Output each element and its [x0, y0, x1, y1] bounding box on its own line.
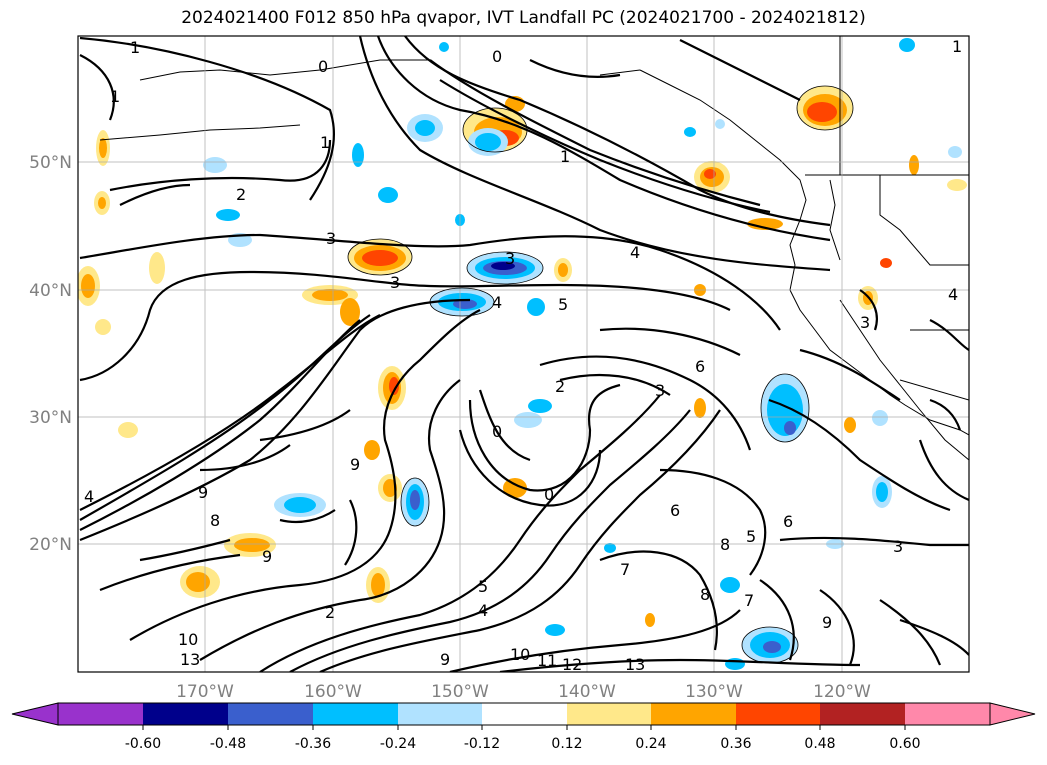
map-title: 2024021400 F012 850 hPa qvapor, IVT Land…	[181, 8, 866, 28]
lat-label: 50°N	[29, 153, 72, 173]
contour-labels: 1 1 0 0 1 1 2 3 3 3 4 4 5 2 3 0 0 9 9 8 …	[84, 37, 962, 674]
contour-label: 0	[318, 57, 328, 76]
colorbar-tick-label: -0.48	[210, 736, 246, 752]
contour-label: 5	[478, 577, 488, 596]
contour-label: 1	[320, 133, 330, 152]
colorbar-extend-low	[11, 702, 59, 726]
colorbar-extend-high	[989, 702, 1036, 726]
contour-label: 9	[198, 483, 208, 502]
lon-label: 170°W	[176, 682, 234, 702]
contour-label: 1	[952, 37, 962, 56]
contour-label: 3	[326, 229, 336, 248]
colorbar-outline	[57, 702, 991, 726]
contour-label: 2	[325, 603, 335, 622]
contour-label: 10	[178, 630, 198, 649]
colorbar-segment	[313, 703, 398, 725]
contour-label: 0	[492, 47, 502, 66]
colorbar-tick-label: 0.12	[551, 736, 582, 752]
colorbar-tick-label: -0.36	[295, 736, 331, 752]
contour-label: 7	[620, 560, 630, 579]
contour-label: 3	[655, 381, 665, 400]
contour-label: 0	[544, 485, 554, 504]
contour-label: 6	[783, 512, 793, 531]
contour-label: 9	[440, 650, 450, 669]
colorbar-ticks	[142, 725, 906, 730]
longitude-labels: 170°W 160°W 150°W 140°W 130°W 120°W	[176, 682, 871, 702]
contour-label: 4	[492, 293, 502, 312]
lat-label: 20°N	[29, 535, 72, 555]
map-area	[78, 36, 969, 672]
contour-label: 3	[860, 313, 870, 332]
coastlines	[99, 36, 969, 461]
contour-label: 1	[110, 87, 120, 106]
colorbar-segment	[905, 703, 990, 725]
lon-label: 140°W	[558, 682, 616, 702]
contour-label: 5	[558, 295, 568, 314]
contour-label: 9	[262, 547, 272, 566]
lon-label: 130°W	[685, 682, 743, 702]
negative-anomaly-patches	[203, 38, 962, 670]
colorbar-tick-label: 0.48	[804, 736, 835, 752]
colorbar-tick-label: -0.12	[464, 736, 500, 752]
colorbar-segment	[58, 703, 143, 725]
contour-label: 10	[510, 645, 530, 664]
colorbar-tick-label: -0.60	[125, 736, 161, 752]
colorbar-segment	[736, 703, 820, 725]
contour-label: 11	[537, 651, 557, 670]
lat-label: 40°N	[29, 281, 72, 301]
contour-label: 6	[695, 357, 705, 376]
contour-label: 13	[180, 650, 200, 669]
lon-label: 150°W	[431, 682, 489, 702]
contour-label: 4	[948, 285, 958, 304]
contour-label: 6	[670, 501, 680, 520]
contour-label: 7	[744, 591, 754, 610]
colorbar-segment	[398, 703, 482, 725]
map-frame	[77, 35, 970, 673]
contour-label: 9	[350, 455, 360, 474]
colorbar-segment	[143, 703, 228, 725]
latitude-labels: 50°N 40°N 30°N 20°N	[29, 153, 72, 555]
colorbar-segment	[567, 703, 651, 725]
contour-label: 4	[630, 243, 640, 262]
contour-label: 13	[625, 655, 645, 674]
contour-label: 9	[822, 613, 832, 632]
contour-label: 4	[84, 487, 94, 506]
colorbar-segment	[651, 703, 736, 725]
contour-label: 4	[478, 601, 488, 620]
colorbar-tick-label: 0.24	[635, 736, 666, 752]
contour-label: 8	[700, 585, 710, 604]
ivt-contours	[79, 36, 969, 672]
contour-label: 1	[560, 147, 570, 166]
colorbar-tick-label: 0.36	[720, 736, 751, 752]
contour-label: 2	[555, 377, 565, 396]
contour-label: 8	[210, 511, 220, 530]
contour-label: 3	[505, 249, 515, 268]
shaded-fields	[78, 38, 967, 670]
contour-label: 12	[562, 655, 582, 674]
lat-label: 30°N	[29, 408, 72, 428]
contour-label: 0	[492, 422, 502, 441]
contour-label: 2	[236, 185, 246, 204]
colorbar-segment	[482, 703, 567, 725]
contour-label: 3	[390, 273, 400, 292]
contour-label: 8	[720, 535, 730, 554]
contour-label: 1	[130, 38, 140, 57]
contour-label: 5	[746, 527, 756, 546]
lon-label: 160°W	[304, 682, 362, 702]
colorbar-tick-label: 0.60	[889, 736, 920, 752]
contour-label: 3	[893, 537, 903, 556]
positive-anomaly-patches	[78, 86, 967, 627]
colorbar-tick-label: -0.24	[380, 736, 416, 752]
colorbar: -0.60 -0.48 -0.36 -0.24 -0.12 0.12 0.24 …	[11, 702, 1036, 752]
colorbar-segment	[820, 703, 905, 725]
shading-outlines	[347, 85, 854, 664]
lon-label: 120°W	[813, 682, 871, 702]
colorbar-segment	[228, 703, 313, 725]
